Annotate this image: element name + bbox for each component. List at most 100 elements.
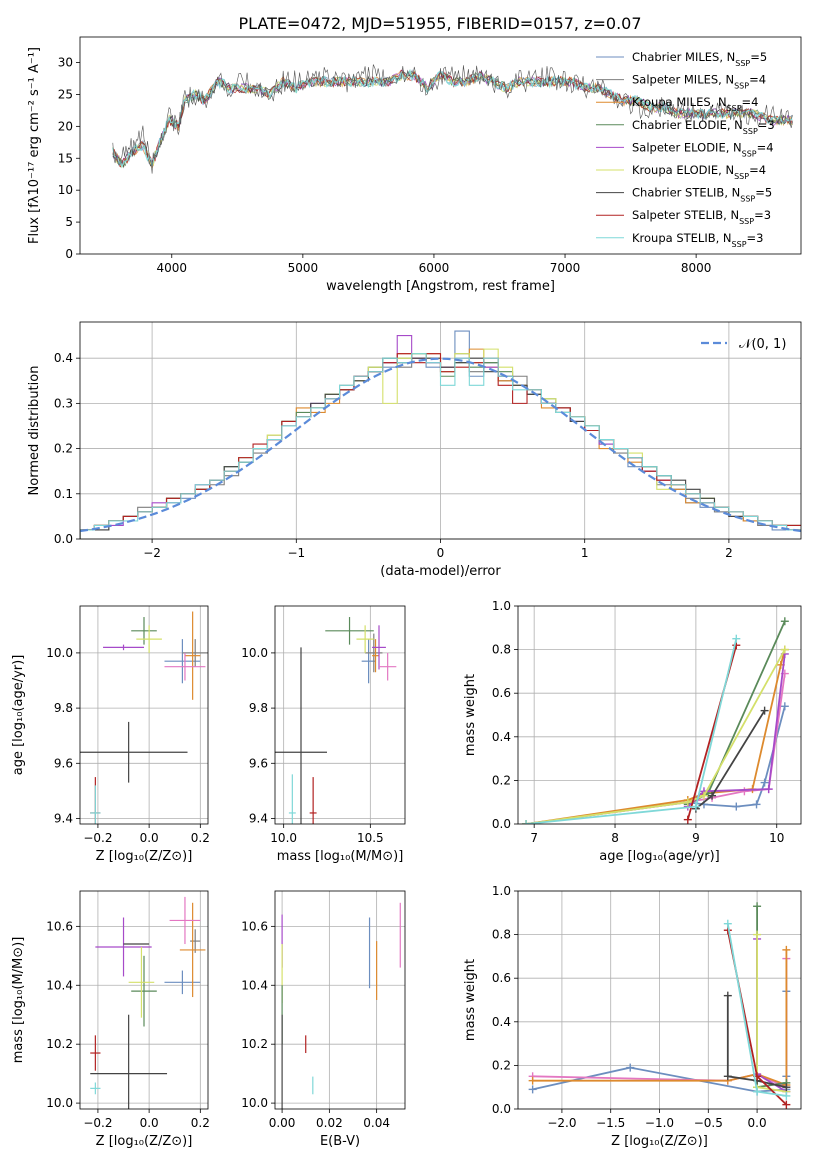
y-tick-label: 0 xyxy=(65,247,73,261)
y-tick-label: 9.4 xyxy=(249,811,268,825)
axes-frame xyxy=(517,605,802,825)
x-tick-label: 0.00 xyxy=(269,1116,296,1130)
y-tick-label: 1.0 xyxy=(492,599,511,613)
x-tick-label: 7 xyxy=(530,831,538,845)
y-tick-label: 10.6 xyxy=(46,919,73,933)
plot-area xyxy=(281,902,401,1109)
y-tick-label: 25 xyxy=(58,87,73,101)
y-tick-label: 10.2 xyxy=(46,1037,73,1051)
y-tick-label: 1.0 xyxy=(492,884,511,898)
y-tick-label: 9.4 xyxy=(54,811,73,825)
x-axis-label: mass [log₁₀(M/M⊙)] xyxy=(277,849,404,864)
x-axis-label: (data-model)/error xyxy=(380,564,501,579)
x-tick-label: −0.2 xyxy=(83,831,112,845)
x-tick-label: −2 xyxy=(143,546,161,560)
y-tick-label: 10.0 xyxy=(241,1096,268,1110)
x-tick-label: 9 xyxy=(692,831,700,845)
x-tick-label: 10.0 xyxy=(270,831,297,845)
figure-title: PLATE=0472, MJD=51955, FIBERID=0157, z=0… xyxy=(238,14,641,33)
x-tick-label: 10 xyxy=(769,831,784,845)
axes-frame xyxy=(79,890,209,1110)
y-tick-label: 0.2 xyxy=(54,442,73,456)
x-tick-label: 0.2 xyxy=(191,1116,210,1130)
y-tick-label: 0.4 xyxy=(54,351,73,365)
mass-weight-line xyxy=(726,995,787,1089)
y-tick-label: 10.2 xyxy=(241,1037,268,1051)
y-tick-label: 0.8 xyxy=(492,643,511,657)
x-tick-label: −1.5 xyxy=(596,1116,625,1130)
panel-mass-vs-Z: −0.2 0.0 0.2 10.0 10.2 10.4 10.6 Z [log₁₀(Z/Z⊙)… xyxy=(11,890,210,1149)
panel-age-vs-Z: −0.2 0.0 0.2 9.4 9.6 9.8 10.0 Z [log₁₀(Z/Z⊙)] ag… xyxy=(11,605,210,864)
x-tick-label: 0 xyxy=(437,546,445,560)
mass-weight-line xyxy=(756,906,787,1089)
normal-curve xyxy=(80,357,801,533)
plot-area xyxy=(90,896,206,1109)
legend-label: Salpeter STELIB, NSSP=3 xyxy=(632,208,771,226)
x-tick-label: 4000 xyxy=(156,261,187,275)
y-tick-label: 9.8 xyxy=(249,701,268,715)
plot-area xyxy=(528,902,791,1109)
x-tick-label: 0.0 xyxy=(140,831,159,845)
y-axis-label: mass [log₁₀(M/M⊙)] xyxy=(11,937,26,1064)
x-axis-label: Z [log₁₀(Z/Z⊙)] xyxy=(611,1134,708,1149)
x-tick-label: −0.5 xyxy=(694,1116,723,1130)
plot-area xyxy=(80,611,208,824)
x-tick-label: 7000 xyxy=(550,261,581,275)
plot-area xyxy=(275,617,397,824)
y-tick-label: 0.4 xyxy=(492,730,511,744)
x-tick-label: −2.0 xyxy=(547,1116,576,1130)
legend-label: Salpeter ELODIE, NSSP=4 xyxy=(632,140,774,158)
legend-label: 𝒩(0, 1) xyxy=(739,337,786,352)
mass-weight-line xyxy=(756,934,787,1093)
legend-label: Chabrier ELODIE, NSSP=3 xyxy=(632,118,775,136)
x-axis-label: Z [log₁₀(Z/Z⊙)] xyxy=(96,849,193,864)
legend-label: Chabrier STELIB, NSSP=5 xyxy=(632,186,772,204)
y-tick-label: 0.2 xyxy=(492,1058,511,1072)
plot-area xyxy=(522,617,789,824)
panel-age-vs-mass: 10.0 10.5 9.4 9.6 9.8 10.0 mass [log₁₀(M/M⊙)] xyxy=(241,605,406,864)
axes-frame xyxy=(79,321,802,540)
axes-frame xyxy=(274,605,406,825)
x-tick-label: −1.0 xyxy=(645,1116,674,1130)
y-tick-label: 10.6 xyxy=(241,919,268,933)
x-tick-label: 8 xyxy=(611,831,619,845)
y-tick-label: 10.4 xyxy=(241,978,268,992)
panel-mass-weight-vs-age: 7 8 9 10 0.0 0.2 0.4 0.6 0.8 1.0 age [log₁₀(age/yr… xyxy=(463,599,802,864)
x-tick-label: 0.02 xyxy=(316,1116,343,1130)
x-tick-label: 10.5 xyxy=(357,831,384,845)
x-tick-label: −1 xyxy=(287,546,305,560)
x-axis-label: E(B-V) xyxy=(320,1134,360,1149)
y-tick-label: 9.6 xyxy=(249,756,268,770)
y-tick-label: 0.4 xyxy=(492,1015,511,1029)
axes-frame xyxy=(517,890,802,1110)
histogram-step xyxy=(80,353,801,539)
x-axis-label: age [log₁₀(age/yr)] xyxy=(599,849,720,864)
y-tick-label: 0.6 xyxy=(492,971,511,985)
x-tick-label: 0.0 xyxy=(748,1116,767,1130)
y-axis-label: Normed distribution xyxy=(27,366,42,496)
y-tick-label: 0.0 xyxy=(54,532,73,546)
y-axis-label: mass weight xyxy=(463,674,478,756)
plot-area xyxy=(80,330,801,539)
y-tick-label: 0.0 xyxy=(492,817,511,831)
legend-label: Salpeter MILES, NSSP=4 xyxy=(632,73,766,91)
axes-frame xyxy=(79,605,209,825)
x-tick-label: 2 xyxy=(725,546,733,560)
mass-weight-line xyxy=(756,939,787,1093)
panel-spectrum: 4000 5000 6000 7000 8000 0 5 10 15 20 25 30 waveleng… xyxy=(27,36,802,294)
x-axis-label: wavelength [Angstrom, rest frame] xyxy=(326,279,555,294)
y-tick-label: 15 xyxy=(58,151,73,165)
x-axis-label: Z [log₁₀(Z/Z⊙)] xyxy=(96,1134,193,1149)
y-axis-label: age [log₁₀(age/yr)] xyxy=(11,655,26,776)
panel-residuals: −2 −1 0 1 2 0.0 0.1 0.2 0.3 0.4 (data-model)/error… xyxy=(27,321,802,579)
y-tick-label: 20 xyxy=(58,119,73,133)
y-tick-label: 9.6 xyxy=(54,756,73,770)
x-tick-label: 8000 xyxy=(681,261,712,275)
x-tick-label: 0.04 xyxy=(363,1116,390,1130)
panel-mass-weight-vs-Z: −2.0 −1.5 −1.0 −0.5 0.0 0.0 0.2 0.4 0.6 0.8 1.0 Z [… xyxy=(463,884,802,1149)
x-tick-label: −0.2 xyxy=(83,1116,112,1130)
x-tick-label: 5000 xyxy=(288,261,319,275)
x-tick-label: 0.0 xyxy=(140,1116,159,1130)
y-tick-label: 10 xyxy=(58,183,73,197)
model-spectrum-line xyxy=(112,69,793,168)
